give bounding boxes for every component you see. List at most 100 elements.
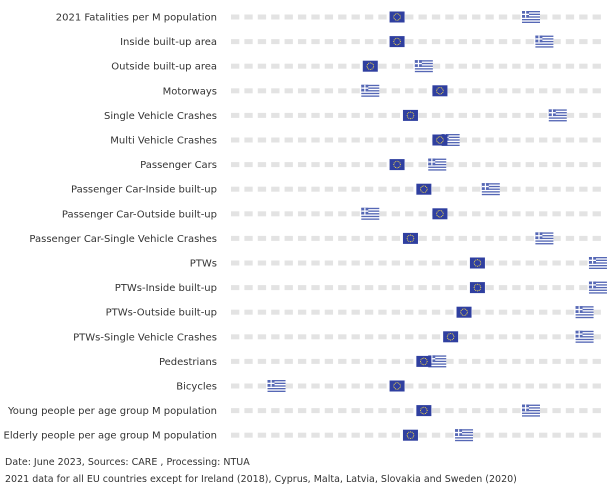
track-dash <box>485 358 494 364</box>
track-dash <box>297 309 307 315</box>
row-track <box>231 211 601 217</box>
track-dash <box>458 162 467 168</box>
track-dash <box>378 334 387 340</box>
greece-flag-icon <box>535 35 554 48</box>
track-dash <box>458 334 467 340</box>
track-dash <box>284 88 293 94</box>
track-dash <box>378 112 387 118</box>
track-dash <box>445 285 454 291</box>
track-dash <box>458 88 467 94</box>
track-dash <box>297 112 307 118</box>
track-dash <box>552 39 561 45</box>
track-dash <box>498 408 508 414</box>
track-layer <box>231 14 601 438</box>
track-dash <box>271 137 280 143</box>
track-dash <box>297 235 307 241</box>
track-dash <box>324 408 334 414</box>
track-dash <box>512 309 521 315</box>
track-dash <box>284 137 293 143</box>
eu-flag-icon <box>432 85 448 97</box>
category-label: Passenger Car-Outside built-up <box>62 209 217 220</box>
track-dash <box>351 211 360 217</box>
track-dash <box>231 285 240 291</box>
eu-flag-icon <box>389 11 405 23</box>
track-dash <box>338 408 347 414</box>
track-dash <box>231 112 240 118</box>
track-dash <box>552 285 561 291</box>
track-dash <box>458 358 467 364</box>
track-dash <box>579 285 588 291</box>
track-dash <box>351 63 360 69</box>
track-dash <box>498 309 508 315</box>
track-dash <box>297 63 307 69</box>
track-dash <box>539 211 548 217</box>
track-dash <box>257 383 267 389</box>
track-dash <box>378 211 387 217</box>
track-dash <box>338 186 347 192</box>
track-dash <box>458 383 467 389</box>
track-dash <box>405 408 414 414</box>
track-dash <box>431 112 441 118</box>
track-dash <box>297 137 307 143</box>
track-dash <box>311 383 320 389</box>
track-dash <box>378 162 387 168</box>
row-track <box>231 285 601 291</box>
track-dash <box>539 162 548 168</box>
track-dash <box>498 88 508 94</box>
track-dash <box>338 432 347 438</box>
track-dash <box>244 14 253 20</box>
track-dash <box>458 285 467 291</box>
track-dash <box>271 88 280 94</box>
track-dash <box>324 235 334 241</box>
track-dash <box>338 211 347 217</box>
track-dash <box>498 162 508 168</box>
eu-flag-icon <box>402 109 418 121</box>
track-dash <box>539 186 548 192</box>
track-dash <box>512 285 521 291</box>
track-dash <box>378 186 387 192</box>
eu-flag-icon <box>432 134 448 146</box>
track-dash <box>297 383 307 389</box>
track-dash <box>405 334 414 340</box>
track-dash <box>445 383 454 389</box>
track-dash <box>552 358 561 364</box>
track-dash <box>231 63 240 69</box>
track-dash <box>552 88 561 94</box>
track-dash <box>592 235 601 241</box>
track-dash <box>539 383 548 389</box>
track-dash <box>231 137 240 143</box>
greece-flag-icon <box>575 330 594 343</box>
track-dash <box>592 14 601 20</box>
greece-flag-icon <box>588 257 607 269</box>
track-dash <box>311 334 320 340</box>
eu-flag-icon <box>402 429 418 441</box>
track-dash <box>431 235 441 241</box>
track-dash <box>525 88 534 94</box>
track-dash <box>364 309 374 315</box>
track-dash <box>378 137 387 143</box>
track-dash <box>351 358 360 364</box>
track-dash <box>351 260 360 266</box>
track-dash <box>257 39 267 45</box>
track-dash <box>579 383 588 389</box>
eu-flag-icon <box>362 60 378 72</box>
track-dash <box>405 309 414 315</box>
track-dash <box>512 432 521 438</box>
row-track <box>231 432 601 438</box>
track-dash <box>311 39 320 45</box>
track-dash <box>579 432 588 438</box>
track-dash <box>271 39 280 45</box>
track-dash <box>311 63 320 69</box>
track-dash <box>418 211 427 217</box>
track-dash <box>418 14 427 20</box>
track-dash <box>552 334 561 340</box>
track-dash <box>579 235 588 241</box>
eu-flag-icon <box>456 306 472 318</box>
track-dash <box>257 334 267 340</box>
eu-flag-icon <box>416 355 432 367</box>
label-layer: 2021 Fatalities per M population Inside b… <box>4 13 218 442</box>
track-dash <box>284 14 293 20</box>
track-dash <box>485 383 494 389</box>
track-dash <box>324 432 334 438</box>
track-dash <box>565 186 575 192</box>
